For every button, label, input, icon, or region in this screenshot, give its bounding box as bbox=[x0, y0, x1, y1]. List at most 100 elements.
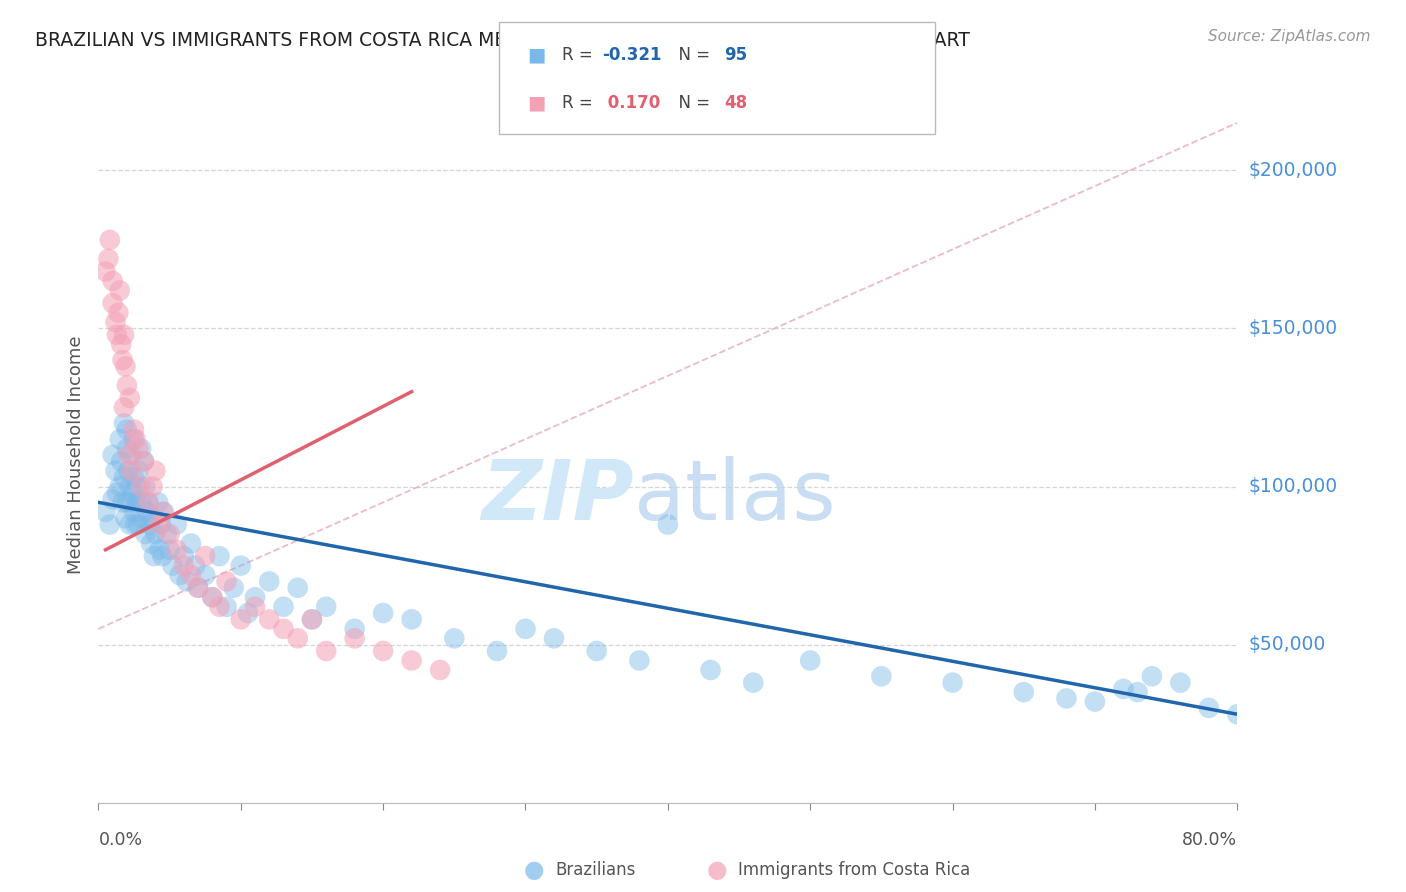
Point bbox=[129, 495, 152, 509]
Point bbox=[111, 353, 134, 368]
Y-axis label: Median Household Income: Median Household Income bbox=[66, 335, 84, 574]
Point bbox=[108, 284, 131, 298]
Point bbox=[136, 495, 159, 509]
Text: 95: 95 bbox=[724, 46, 747, 64]
Point bbox=[111, 495, 134, 509]
Point bbox=[443, 632, 465, 646]
Point bbox=[169, 568, 191, 582]
Point bbox=[373, 644, 395, 658]
Point bbox=[112, 470, 135, 484]
Point bbox=[657, 517, 679, 532]
Point bbox=[373, 606, 395, 620]
Point bbox=[122, 423, 145, 437]
Point bbox=[742, 675, 765, 690]
Point bbox=[118, 517, 141, 532]
Text: N =: N = bbox=[668, 46, 716, 64]
Point bbox=[98, 517, 121, 532]
Point bbox=[343, 632, 366, 646]
Point bbox=[112, 327, 135, 342]
Text: 80.0%: 80.0% bbox=[1182, 830, 1237, 848]
Point bbox=[187, 581, 209, 595]
Point bbox=[194, 568, 217, 582]
Point bbox=[799, 653, 821, 667]
Point bbox=[120, 495, 142, 509]
Point bbox=[121, 486, 143, 500]
Point bbox=[101, 492, 124, 507]
Text: $50,000: $50,000 bbox=[1249, 635, 1326, 654]
Point bbox=[229, 612, 252, 626]
Text: -0.321: -0.321 bbox=[602, 46, 661, 64]
Point bbox=[127, 517, 149, 532]
Point bbox=[114, 511, 136, 525]
Text: $200,000: $200,000 bbox=[1249, 161, 1337, 180]
Point bbox=[259, 574, 281, 589]
Point bbox=[94, 264, 117, 278]
Point bbox=[166, 542, 188, 557]
Point bbox=[486, 644, 509, 658]
Point bbox=[301, 612, 323, 626]
Point bbox=[243, 591, 266, 605]
Point bbox=[112, 417, 135, 431]
Point bbox=[543, 632, 565, 646]
Point bbox=[117, 448, 139, 462]
Point bbox=[201, 591, 224, 605]
Text: ●: ● bbox=[524, 858, 544, 881]
Point bbox=[156, 527, 179, 541]
Point bbox=[115, 423, 138, 437]
Text: Immigrants from Costa Rica: Immigrants from Costa Rica bbox=[738, 861, 970, 879]
Point bbox=[229, 558, 252, 573]
Point bbox=[273, 599, 295, 614]
Point bbox=[159, 527, 181, 541]
Point bbox=[142, 549, 165, 563]
Text: Brazilians: Brazilians bbox=[555, 861, 636, 879]
Point bbox=[115, 442, 138, 456]
Point bbox=[118, 479, 141, 493]
Point bbox=[236, 606, 259, 620]
Point bbox=[145, 527, 167, 541]
Point bbox=[104, 315, 127, 329]
Point bbox=[148, 495, 170, 509]
Text: ■: ■ bbox=[527, 93, 546, 112]
Point bbox=[628, 653, 651, 667]
Point bbox=[129, 442, 152, 456]
Point bbox=[152, 505, 174, 519]
Point bbox=[1226, 707, 1249, 722]
Point bbox=[222, 581, 245, 595]
Point bbox=[194, 549, 217, 563]
Point bbox=[120, 448, 142, 462]
Point bbox=[215, 599, 238, 614]
Point bbox=[243, 599, 266, 614]
Text: ●: ● bbox=[707, 858, 727, 881]
Point bbox=[699, 663, 721, 677]
Point bbox=[942, 675, 965, 690]
Point bbox=[105, 327, 128, 342]
Point bbox=[208, 599, 231, 614]
Point bbox=[259, 612, 281, 626]
Point bbox=[117, 464, 139, 478]
Point bbox=[104, 464, 127, 478]
Text: N =: N = bbox=[668, 94, 716, 112]
Point bbox=[1126, 685, 1149, 699]
Text: atlas: atlas bbox=[634, 456, 835, 537]
Point bbox=[122, 505, 145, 519]
Point bbox=[273, 622, 295, 636]
Point bbox=[138, 517, 160, 532]
Point bbox=[401, 653, 423, 667]
Point bbox=[208, 549, 231, 563]
Point bbox=[1170, 675, 1192, 690]
Point bbox=[105, 486, 128, 500]
Point bbox=[159, 542, 181, 557]
Point bbox=[201, 591, 224, 605]
Text: Source: ZipAtlas.com: Source: ZipAtlas.com bbox=[1208, 29, 1371, 44]
Point bbox=[176, 574, 198, 589]
Text: R =: R = bbox=[562, 46, 599, 64]
Text: R =: R = bbox=[562, 94, 599, 112]
Point bbox=[127, 442, 149, 456]
Text: 48: 48 bbox=[724, 94, 747, 112]
Point bbox=[132, 454, 155, 468]
Point bbox=[101, 296, 124, 310]
Text: $100,000: $100,000 bbox=[1249, 477, 1337, 496]
Point bbox=[98, 233, 121, 247]
Point bbox=[145, 464, 167, 478]
Point bbox=[153, 505, 176, 519]
